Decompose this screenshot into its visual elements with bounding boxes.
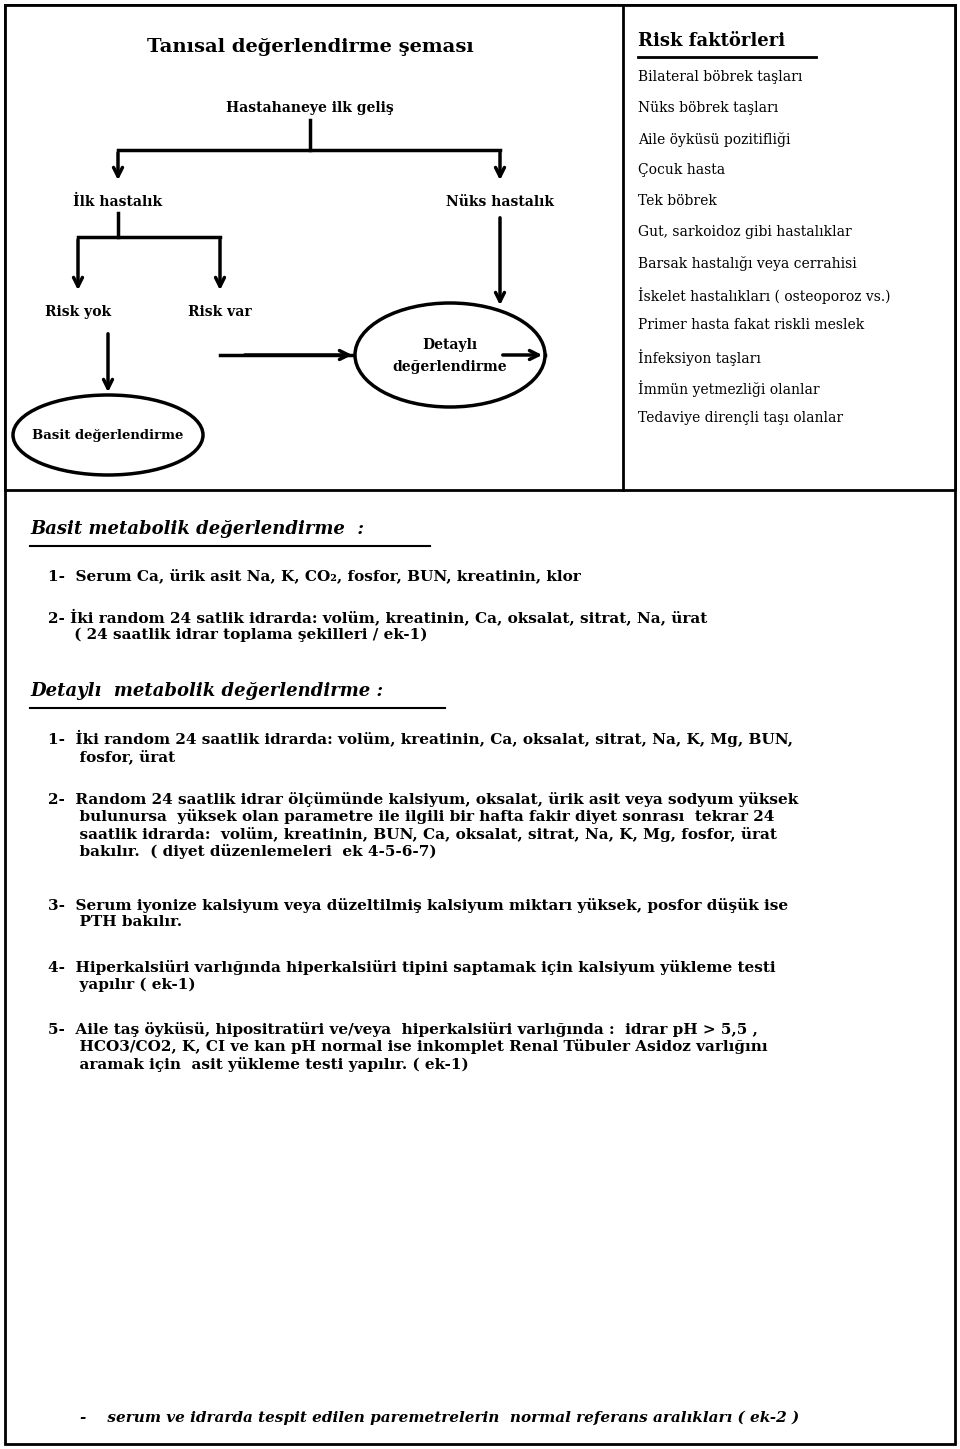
Ellipse shape (355, 303, 545, 407)
Text: İskelet hastalıkları ( osteoporoz vs.): İskelet hastalıkları ( osteoporoz vs.) (638, 287, 891, 304)
Text: Basit metabolik değerlendirme  :: Basit metabolik değerlendirme : (30, 520, 364, 538)
Text: 2- İki random 24 satlik idrarda: volüm, kreatinin, Ca, oksalat, sitrat, Na, ürat: 2- İki random 24 satlik idrarda: volüm, … (48, 609, 708, 642)
Text: Basit değerlendirme: Basit değerlendirme (33, 429, 183, 442)
Text: Gut, sarkoidoz gibi hastalıklar: Gut, sarkoidoz gibi hastalıklar (638, 225, 852, 239)
Text: Nüks hastalık: Nüks hastalık (446, 196, 554, 209)
Text: Tek böbrek: Tek böbrek (638, 194, 717, 209)
Text: Tedaviye dirençli taşı olanlar: Tedaviye dirençli taşı olanlar (638, 412, 843, 425)
Text: İnfeksiyon taşları: İnfeksiyon taşları (638, 349, 761, 365)
Text: -    serum ve idrarda tespit edilen paremetrelerin  normal referans aralıkları (: - serum ve idrarda tespit edilen paremet… (80, 1411, 800, 1426)
Text: İmmün yetmezliği olanlar: İmmün yetmezliği olanlar (638, 380, 820, 397)
Bar (5, 4, 955, 490)
Text: 5-  Aile taş öyküsü, hipositratüri ve/veya  hiperkalsiüri varlığında :  idrar pH: 5- Aile taş öyküsü, hipositratüri ve/vey… (48, 1022, 768, 1072)
Text: Çocuk hasta: Çocuk hasta (638, 162, 725, 177)
Text: 1-  Serum Ca, ürik asit Na, K, CO₂, fosfor, BUN, kreatinin, klor: 1- Serum Ca, ürik asit Na, K, CO₂, fosfo… (48, 568, 581, 582)
Text: Bilateral böbrek taşları: Bilateral böbrek taşları (638, 70, 803, 84)
Text: 4-  Hiperkalsiüri varlığında hiperkalsiüri tipini saptamak için kalsiyum yükleme: 4- Hiperkalsiüri varlığında hiperkalsiür… (48, 961, 776, 991)
Text: Primer hasta fakat riskli meslek: Primer hasta fakat riskli meslek (638, 317, 864, 332)
Text: 2-  Random 24 saatlik idrar ölçümünde kalsiyum, oksalat, ürik asit veya sodyum y: 2- Random 24 saatlik idrar ölçümünde kal… (48, 793, 799, 859)
Text: Nüks böbrek taşları: Nüks böbrek taşları (638, 101, 779, 114)
Text: Detaylı: Detaylı (422, 338, 477, 352)
Text: Risk yok: Risk yok (45, 304, 111, 319)
Text: Detaylı  metabolik değerlendirme :: Detaylı metabolik değerlendirme : (30, 682, 383, 700)
Text: Risk faktörleri: Risk faktörleri (638, 32, 785, 51)
Text: değerlendirme: değerlendirme (393, 359, 507, 374)
Text: Aile öyküsü pozitifliği: Aile öyküsü pozitifliği (638, 132, 790, 146)
Text: 3-  Serum iyonize kalsiyum veya düzeltilmiş kalsiyum miktarı yüksek, posfor düşü: 3- Serum iyonize kalsiyum veya düzeltilm… (48, 898, 788, 929)
Text: Risk var: Risk var (188, 304, 252, 319)
Ellipse shape (13, 396, 203, 475)
Text: Hastahaneye ilk geliş: Hastahaneye ilk geliş (227, 101, 394, 114)
Text: Tanısal değerlendirme şeması: Tanısal değerlendirme şeması (147, 38, 473, 57)
Text: Barsak hastalığı veya cerrahisi: Barsak hastalığı veya cerrahisi (638, 256, 856, 271)
Text: İlk hastalık: İlk hastalık (73, 196, 162, 209)
Text: 1-  İki random 24 saatlik idrarda: volüm, kreatinin, Ca, oksalat, sitrat, Na, K,: 1- İki random 24 saatlik idrarda: volüm,… (48, 730, 793, 764)
